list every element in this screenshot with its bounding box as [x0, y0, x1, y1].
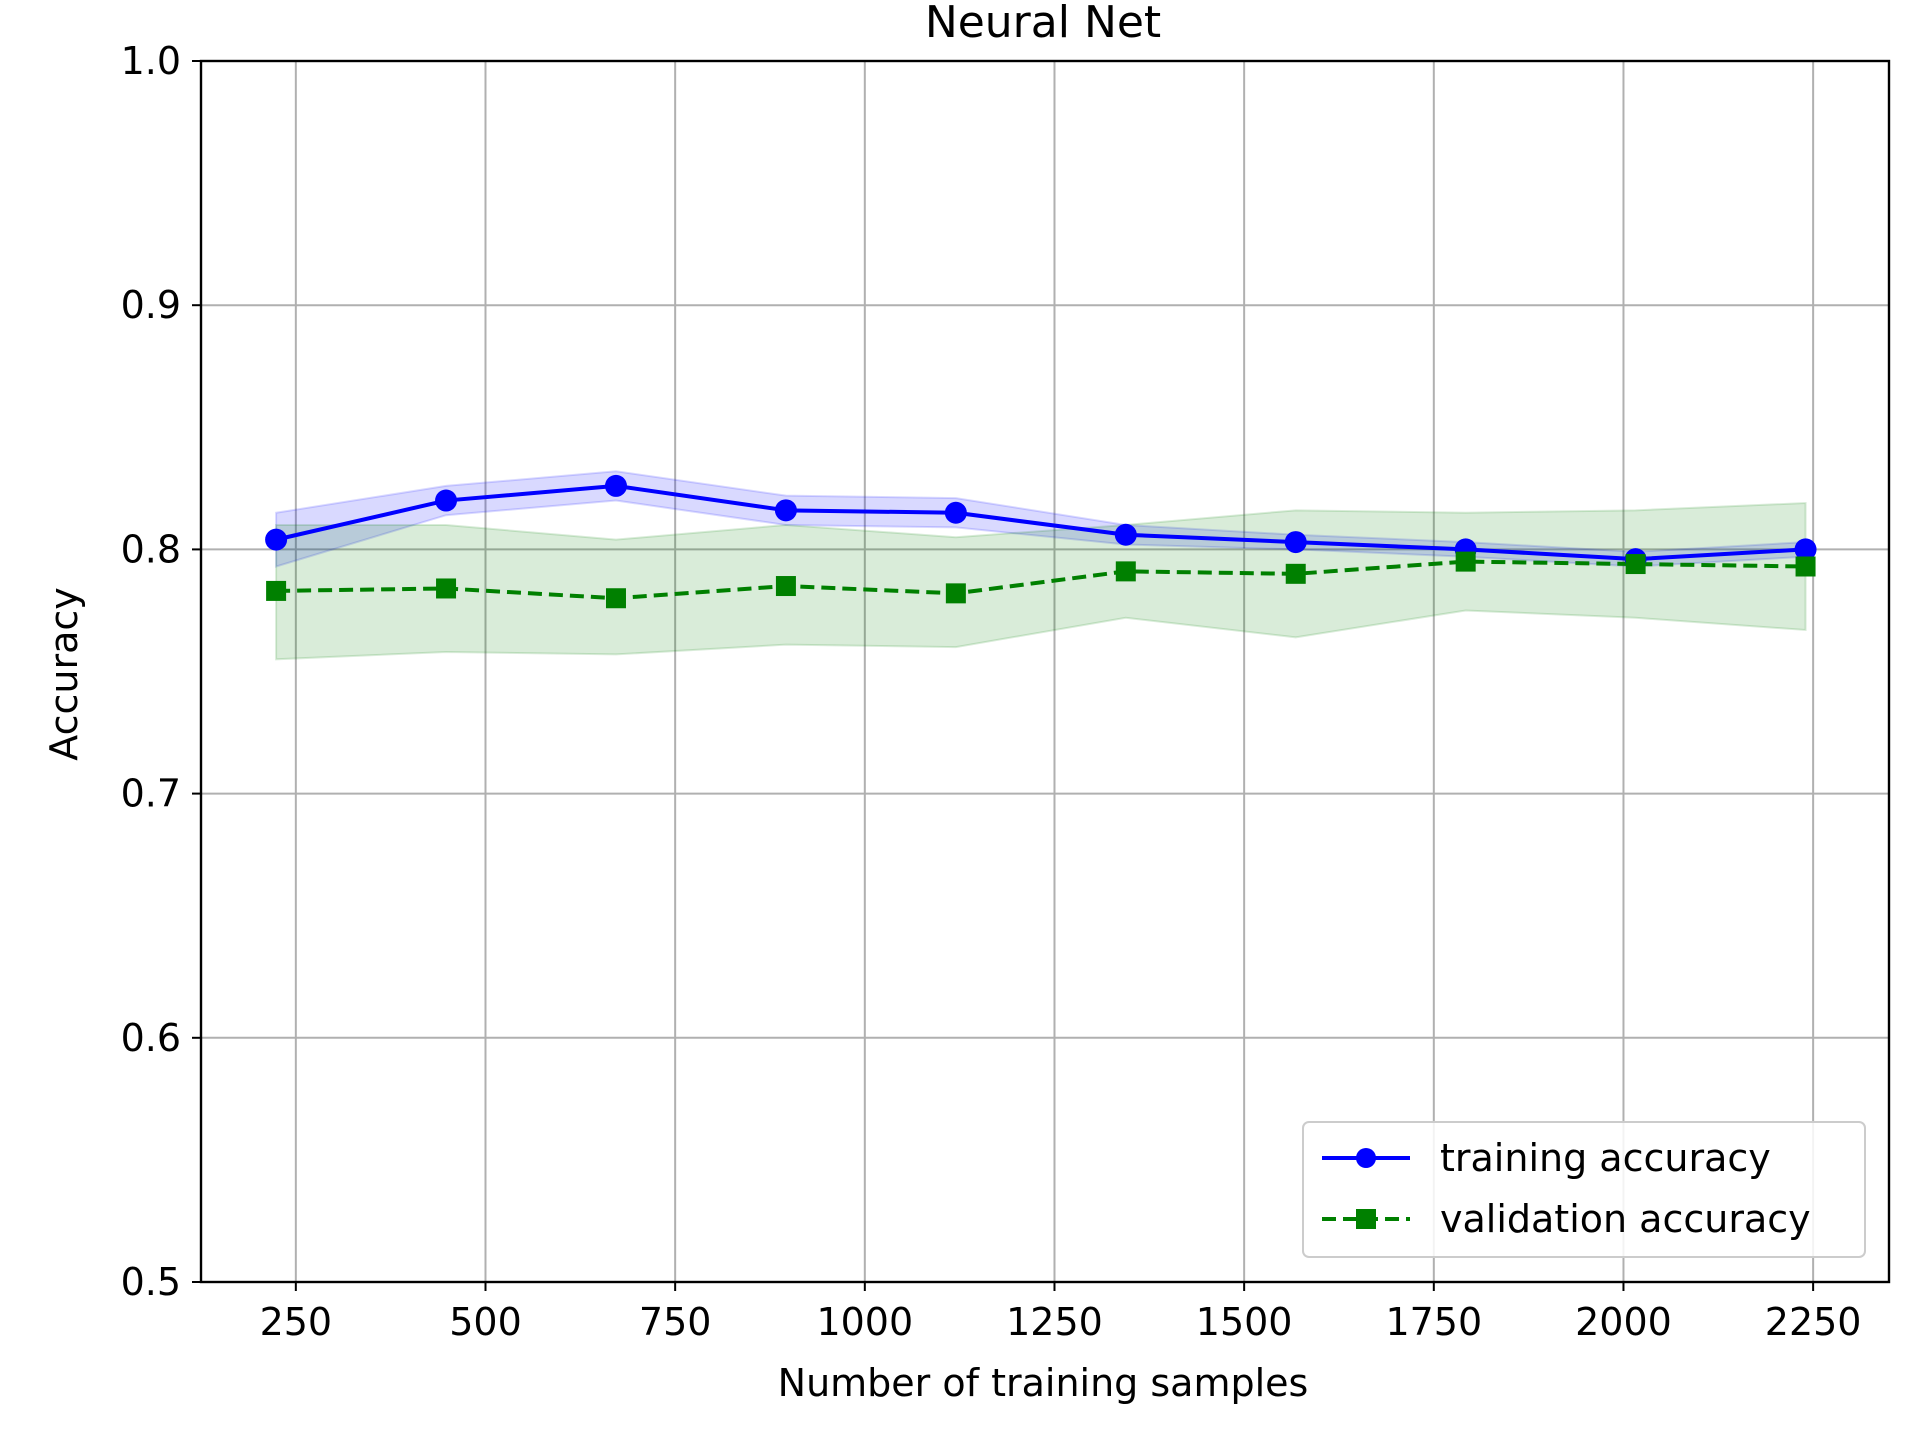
- data-point-validation: [605, 588, 626, 609]
- plot-frame: [199, 59, 1891, 1284]
- y-tick-label: 1.0: [121, 39, 181, 83]
- data-point-training: [265, 528, 288, 551]
- x-tick-label: 750: [639, 1300, 712, 1344]
- legend-marker-training: [1356, 1148, 1376, 1168]
- data-point-validation: [1115, 561, 1136, 582]
- y-tick-label: 0.6: [121, 1016, 181, 1060]
- series-line-training: [275, 483, 1806, 562]
- data-point-training: [774, 499, 797, 522]
- data-point-training: [944, 501, 967, 524]
- data-point-validation: [1625, 554, 1646, 575]
- legend-label-training: training accuracy: [1440, 1136, 1771, 1180]
- x-tick-label: 250: [260, 1300, 333, 1344]
- data-point-validation: [436, 578, 457, 599]
- data-markers: [265, 474, 1817, 609]
- data-point-validation: [266, 580, 287, 601]
- legend-marker-validation: [1356, 1209, 1376, 1229]
- data-point-validation: [1285, 563, 1306, 584]
- legend-box: [1302, 1121, 1866, 1258]
- x-tick-label: 1000: [816, 1300, 913, 1344]
- legend: training accuracy validation accuracy: [1302, 1121, 1866, 1258]
- x-tick-label: 1250: [1006, 1300, 1103, 1344]
- data-point-training: [435, 489, 458, 512]
- data-point-validation: [1795, 556, 1816, 577]
- y-tick-label: 0.7: [121, 772, 181, 816]
- x-tick-label: 1750: [1385, 1300, 1482, 1344]
- data-point-validation: [1455, 551, 1476, 572]
- data-point-training: [604, 474, 627, 497]
- data-point-training: [1284, 531, 1307, 554]
- legend-label-validation: validation accuracy: [1440, 1197, 1811, 1241]
- y-axis-label: Accuracy: [42, 587, 86, 761]
- x-tick-label: 500: [449, 1300, 522, 1344]
- x-tick-label: 2000: [1575, 1300, 1672, 1344]
- chart-title: Neural Net: [925, 0, 1161, 48]
- data-point-validation: [945, 583, 966, 604]
- x-tick-label: 2250: [1765, 1300, 1862, 1344]
- data-point-training: [1114, 523, 1137, 546]
- data-point-training: [1794, 538, 1817, 561]
- x-tick-label: 1500: [1196, 1300, 1293, 1344]
- y-tick-label: 0.8: [121, 527, 181, 571]
- axis-ticks: 250 500 750 1000 1250 1500 1750 2000 2250 0.5 0.6 0…: [121, 39, 1862, 1344]
- y-tick-label: 0.9: [121, 283, 181, 327]
- data-point-validation: [775, 576, 796, 597]
- x-axis-label: Number of training samples: [778, 1361, 1309, 1405]
- series-line-validation: [276, 559, 1806, 601]
- y-tick-label: 0.5: [121, 1260, 181, 1304]
- series-lines: [275, 483, 1806, 601]
